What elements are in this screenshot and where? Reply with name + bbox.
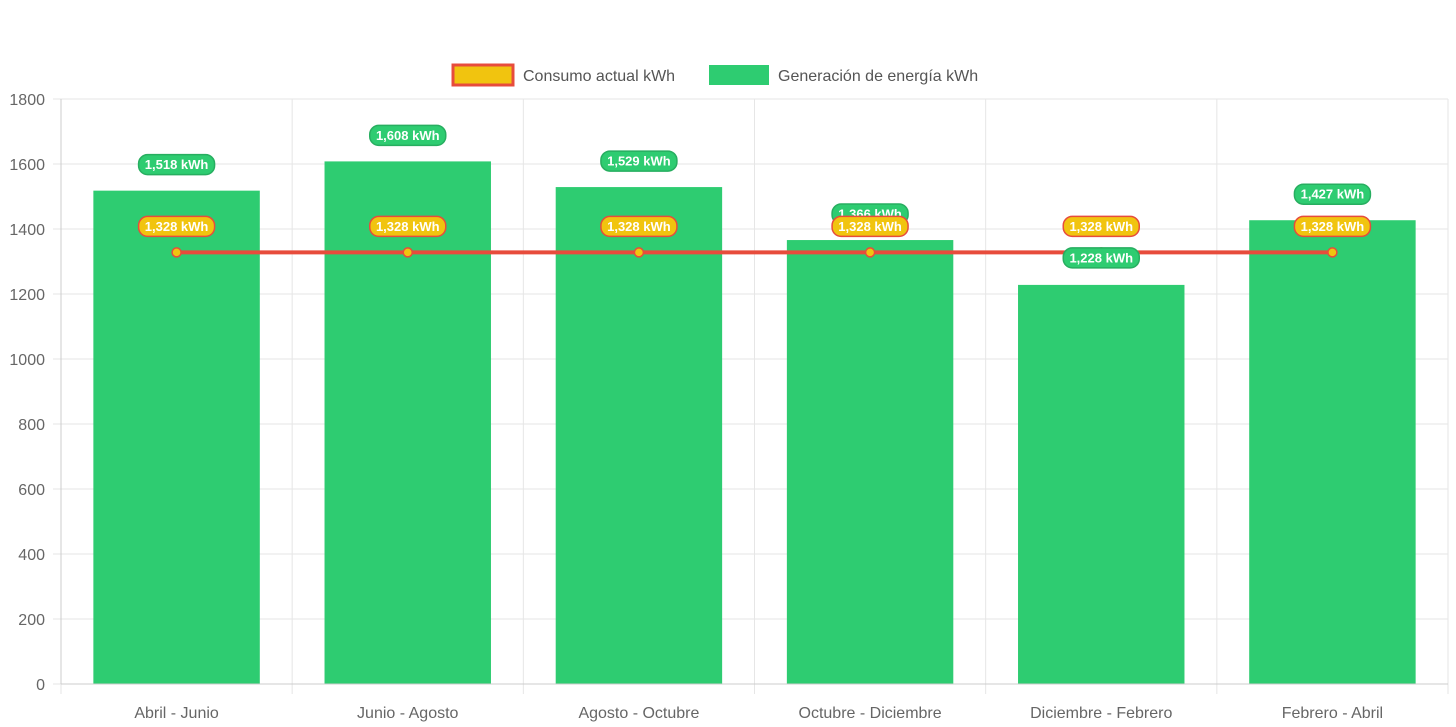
x-tick-label: Abril - Junio	[134, 705, 219, 722]
generation-data-label: 1,529 kWh	[600, 150, 678, 172]
y-tick-label: 1600	[9, 157, 45, 174]
consumption-point[interactable]	[402, 247, 413, 258]
x-tick-label: Agosto - Octubre	[578, 705, 699, 722]
generation-data-label-bg	[600, 150, 678, 172]
legend-swatch-consumption[interactable]	[451, 63, 515, 87]
y-tick-label: 1800	[9, 92, 45, 109]
legend: Consumo actual kWh Generación de energía…	[451, 63, 978, 87]
generation-bar[interactable]	[93, 190, 260, 684]
y-tick-label: 1400	[9, 222, 45, 239]
consumption-data-label-text: 1,328 kWh	[607, 219, 671, 234]
consumption-data-label: 1,328 kWh	[600, 215, 678, 238]
consumption-data-label: 1,328 kWh	[137, 215, 216, 238]
x-tick-label: Octubre - Diciembre	[799, 705, 942, 722]
x-tick-label: Diciembre - Febrero	[1030, 705, 1172, 722]
generation-data-label: 1,228 kWh	[1062, 247, 1140, 269]
legend-label-generation[interactable]: Generación de energía kWh	[778, 68, 978, 85]
generation-bar[interactable]	[1249, 220, 1416, 684]
consumption-data-label: 1,328 kWh	[369, 215, 447, 238]
axes: 0 200 400 600 800 1000 1200 1400 1600 1800 Abril -…	[9, 92, 1448, 722]
generation-data-label-text: 1,518 kWh	[145, 157, 209, 172]
generation-bar[interactable]	[786, 240, 954, 685]
consumption-data-label-bg	[600, 215, 678, 238]
y-tick-label: 600	[18, 482, 45, 499]
consumption-data-label: 1,328 kWh	[1293, 215, 1372, 238]
consumption-data-label-text: 1,328 kWh	[376, 219, 440, 234]
consumption-data-label-bg	[831, 215, 909, 238]
consumption-data-label-bg	[1062, 215, 1140, 238]
y-tick-label: 400	[18, 547, 45, 564]
consumption-point[interactable]	[171, 247, 182, 258]
bars	[93, 161, 1416, 685]
generation-data-label-text: 1,529 kWh	[607, 154, 671, 169]
consumption-data-label-text: 1,328 kWh	[838, 219, 902, 234]
generation-data-label-bg	[369, 124, 447, 147]
grid	[53, 98, 1449, 694]
legend-swatch-generation[interactable]	[709, 65, 769, 85]
y-tick-label: 1200	[9, 287, 45, 304]
generation-data-label-text: 1,608 kWh	[376, 128, 440, 143]
y-tick-label: 800	[18, 417, 45, 434]
consumption-point[interactable]	[633, 247, 645, 258]
y-tick-label: 1000	[9, 352, 45, 369]
generation-data-label: 1,608 kWh	[369, 124, 447, 147]
y-tick-label: 200	[18, 612, 45, 629]
consumption-data-label: 1,328 kWh	[831, 215, 909, 238]
generation-data-label-bg	[1062, 247, 1140, 269]
consumption-data-label-text: 1,328 kWh	[1069, 219, 1133, 234]
generation-bar[interactable]	[1018, 284, 1185, 684]
generation-data-label-bg	[137, 153, 216, 176]
y-tick-label: 0	[36, 677, 45, 694]
x-tick-label: Febrero - Abril	[1282, 705, 1383, 722]
consumption-data-label-text: 1,328 kWh	[1301, 219, 1365, 234]
generation-data-label: 1,518 kWh	[137, 153, 216, 176]
generation-bar[interactable]	[555, 187, 723, 684]
consumption-data-label: 1,328 kWh	[1062, 215, 1140, 238]
generation-data-label-text: 1,228 kWh	[1069, 250, 1133, 265]
consumption-data-label-bg	[369, 215, 447, 238]
consumption-data-label-bg	[1293, 215, 1372, 238]
consumption-data-label-bg	[137, 215, 216, 238]
generation-bar[interactable]	[324, 161, 491, 684]
consumption-point[interactable]	[1327, 247, 1338, 258]
legend-label-consumption[interactable]: Consumo actual kWh	[523, 68, 675, 85]
consumption-point[interactable]	[864, 247, 876, 258]
generation-data-label: 1,427 kWh	[1293, 183, 1372, 205]
generation-data-label-bg	[1293, 183, 1372, 205]
x-tick-label: Junio - Agosto	[357, 705, 459, 722]
generation-data-label-text: 1,427 kWh	[1301, 187, 1365, 202]
consumption-data-label-text: 1,328 kWh	[145, 219, 209, 234]
